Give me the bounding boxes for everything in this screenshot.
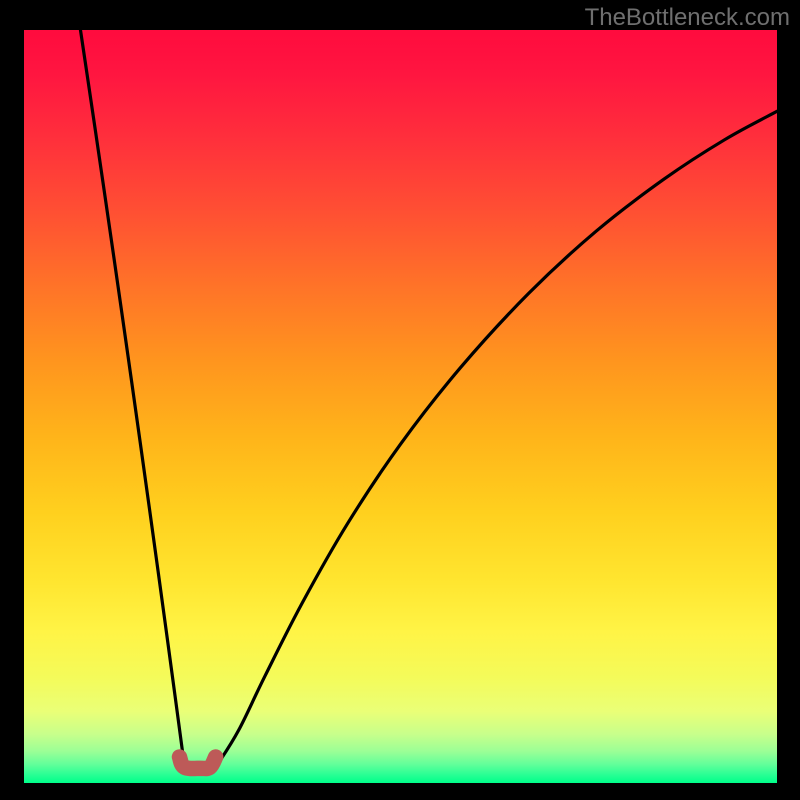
stage: TheBottleneck.com: [0, 0, 800, 800]
plot-frame: [24, 30, 777, 783]
watermark-text: TheBottleneck.com: [585, 4, 790, 32]
